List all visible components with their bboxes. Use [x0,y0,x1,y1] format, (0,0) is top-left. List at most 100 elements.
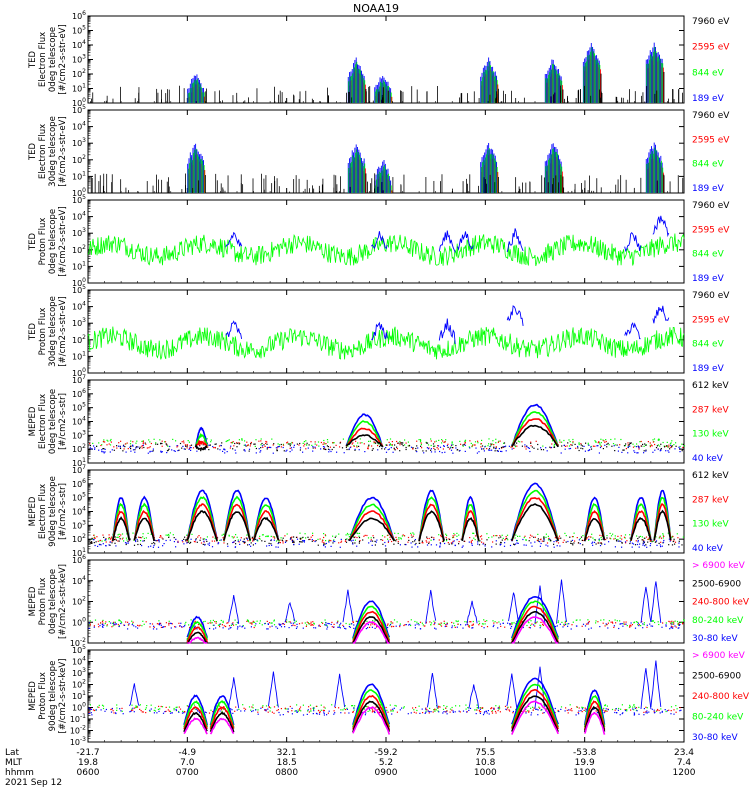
data-point [501,539,503,541]
data-point [490,708,492,710]
data-point [496,450,498,452]
data-point [638,623,640,626]
data-point [494,710,497,713]
data-point [399,442,401,444]
data-point [495,446,497,448]
data-point [156,623,158,625]
data-point [103,439,105,441]
data-point [364,451,366,453]
data-point [382,539,384,541]
data-point [206,438,208,440]
data-point [249,445,251,447]
data-point [227,440,229,442]
data-point [450,449,453,451]
data-point [141,625,143,627]
data-point [407,541,409,543]
data-point [446,625,448,627]
data-point [145,712,147,714]
data-point [557,542,560,544]
data-point [117,540,119,542]
data-point [514,444,516,446]
data-point [665,625,667,627]
data-point [521,441,523,443]
data-point [335,444,337,446]
data-point [578,449,580,452]
data-point [483,450,485,452]
data-point [567,625,569,627]
data-point [322,446,325,448]
data-point [142,440,144,442]
data-point [576,625,578,627]
data-point [607,627,609,629]
data-hump [348,510,396,542]
data-point [492,541,494,543]
data-point [102,448,104,450]
data-point [455,445,457,447]
data-point [119,447,122,449]
data-point [329,449,331,451]
data-point [549,446,551,448]
data-point [279,624,282,626]
data-point [300,541,302,543]
data-point [174,450,176,452]
data-point [393,447,395,449]
data-point [221,710,223,712]
data-point [290,447,293,449]
data-point [286,708,288,710]
data-point [277,542,279,545]
data-point [505,450,507,452]
data-point [163,543,165,545]
data-point [351,540,353,542]
data-point [548,537,550,540]
data-point [660,708,662,710]
data-point [308,538,310,541]
data-point [400,537,402,539]
data-point [581,706,583,708]
data-point [625,448,627,450]
data-point [482,543,484,545]
data-point [351,705,353,707]
data-point [110,708,112,711]
data-point [345,538,347,541]
data-point [352,539,354,541]
data-point [492,440,494,442]
data-point [178,710,180,713]
data-point [387,449,389,451]
data-point [530,441,532,443]
data-point [121,538,123,540]
data-point [423,452,425,454]
data-point [525,544,527,546]
data-point [266,535,268,537]
data-point [145,621,147,623]
data-point [153,709,155,711]
data-point [177,450,179,452]
data-point [298,444,300,446]
data-point [188,624,190,626]
data-point [678,627,680,629]
data-point [670,625,673,627]
data-point [180,622,182,624]
data-point [290,622,292,624]
y-tick-label: 104 [72,506,86,517]
data-point [238,442,240,444]
data-point [669,448,671,450]
data-point [214,540,216,542]
data-point [169,712,172,714]
data-point [506,537,508,540]
data-point [486,626,489,628]
data-point [635,709,637,711]
data-point [441,452,443,454]
data-point [671,446,673,448]
data-point [419,441,422,443]
data-point [358,537,361,539]
data-point [318,713,321,715]
data-point [658,439,660,441]
data-point [577,445,579,448]
data-point [331,448,333,451]
data-point [571,543,573,545]
data-point [238,443,240,445]
data-point [525,711,527,713]
data-point [645,536,648,538]
data-point [269,446,271,448]
data-point [665,445,667,447]
